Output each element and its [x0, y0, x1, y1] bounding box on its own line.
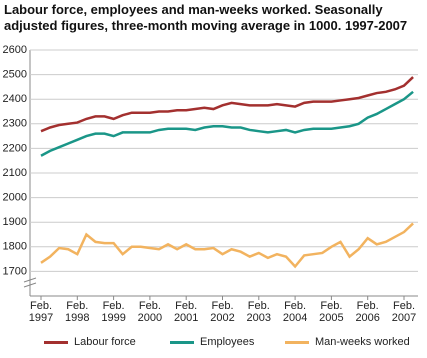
axis-break [23, 277, 37, 288]
chart-title: Labour force, employees and man-weeks wo… [4, 2, 408, 33]
x-tick-label: Feb. 2002 [210, 300, 235, 324]
y-tick-label: 2600 [3, 44, 27, 56]
y-tick-label: 2000 [3, 192, 27, 204]
y-tick-label: 2300 [3, 118, 27, 130]
series-line [40, 222, 414, 269]
y-tick-label: 1800 [3, 241, 27, 253]
y-tick-label: 2400 [3, 93, 27, 105]
x-tick-label: Feb. 1998 [65, 300, 90, 324]
x-tick-label: Feb. 2005 [319, 300, 344, 324]
x-tick-label: Feb. 2003 [246, 300, 272, 324]
y-tick-label: 2100 [3, 167, 27, 179]
legend-swatch [44, 340, 68, 344]
legend-item: Man-weeks worked [285, 336, 410, 348]
y-tick-label: 2200 [3, 142, 27, 154]
x-tick-label: Feb. 2006 [355, 300, 380, 324]
series-line [40, 76, 414, 133]
x-tick-label: Feb. 2007 [391, 300, 417, 324]
x-tick-label: Feb. 1999 [101, 300, 126, 324]
legend-swatch [285, 340, 309, 344]
legend-item: Employees [170, 336, 254, 348]
x-tick-label: Feb. 2000 [137, 300, 163, 324]
y-tick-label: 2500 [3, 69, 27, 81]
legend-label: Employees [200, 336, 255, 348]
x-tick-label: Feb. 2004 [282, 300, 308, 324]
legend-swatch [170, 340, 194, 344]
x-tick-label: Feb. 1997 [28, 300, 54, 324]
legend-item: Labour force [44, 336, 136, 348]
series-line [40, 90, 414, 157]
legend-label: Labour force [74, 336, 136, 348]
y-tick-label: 1700 [3, 265, 27, 277]
y-tick-label: 1900 [3, 216, 27, 228]
x-tick-label: Feb. 2001 [173, 300, 199, 324]
legend-label: Man-weeks worked [315, 336, 410, 348]
